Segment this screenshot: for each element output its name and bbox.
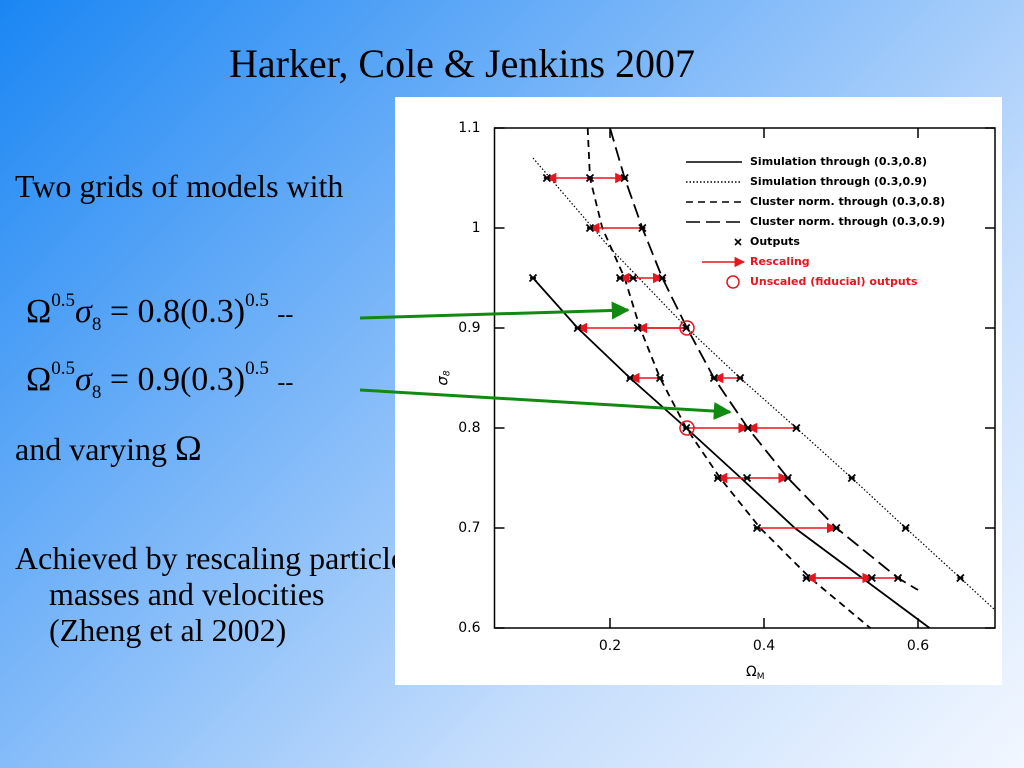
eq-symbol: Ω (174, 428, 202, 468)
output-marker (638, 223, 647, 233)
legend-swatch (734, 238, 742, 246)
output-marker (743, 423, 752, 433)
eq-symbol: σ (75, 293, 92, 330)
x-axis-label: ΩM (746, 664, 764, 682)
y-tick-label: 1 (472, 220, 481, 236)
y-tick-label: 0.8 (458, 420, 480, 436)
x-tick-label: 0.4 (753, 638, 775, 654)
legend-label: Rescaling (750, 255, 810, 268)
output-marker (792, 423, 801, 433)
eq-exponent: 0.5 (245, 358, 269, 379)
output-marker (682, 423, 691, 433)
output-marker (628, 273, 638, 283)
fiducial-marker (679, 420, 695, 436)
bullet: Achieved by rescaling particle masses an… (15, 540, 406, 648)
output-marker (625, 373, 635, 383)
output-marker (573, 323, 582, 333)
legend-label: Outputs (750, 235, 800, 248)
eq-subscript: 8 (91, 382, 102, 403)
eq-symbol: Ω (26, 361, 52, 398)
legend-label: Unscaled (fiducial) outputs (750, 275, 918, 288)
output-marker (633, 323, 642, 333)
x-tick-label: 0.6 (907, 638, 929, 654)
bullet: Two grids of models with (15, 168, 344, 204)
output-marker (658, 273, 667, 283)
y-axis-label: σ8 (433, 370, 452, 386)
output-marker (655, 373, 665, 383)
y-axis-symbol: σ (433, 376, 451, 386)
y-axis-subscript: 8 (442, 370, 452, 376)
y-tick-label: 0.6 (458, 620, 480, 636)
eq-exponent: 0.5 (51, 358, 76, 379)
y-tick-label: 0.7 (458, 520, 480, 536)
eq-rhs: = 0.8(0.3) (109, 293, 246, 330)
pointer-arrow (359, 301, 630, 320)
legend-swatch (726, 275, 740, 289)
output-marker (867, 573, 876, 583)
output-marker (713, 473, 722, 483)
eq-symbol: σ (75, 361, 92, 398)
pointer-arrow (359, 388, 732, 421)
output-marker (893, 573, 903, 583)
output-marker (682, 323, 691, 333)
figure-background (395, 97, 1002, 685)
output-marker (615, 273, 625, 283)
eq-subscript: 8 (91, 314, 102, 335)
output-marker (709, 373, 719, 383)
output-marker (847, 473, 856, 483)
x-tick-label: 0.2 (599, 638, 621, 654)
eq-rhs: = 0.9(0.3) (109, 361, 246, 398)
x-axis-subscript: M (757, 672, 765, 682)
series-line (586, 128, 871, 628)
output-marker (735, 373, 745, 383)
equation: Ω0.5σ8 = 0.8(0.3)0.5 -- (26, 290, 293, 336)
eq-exponent: 0.5 (51, 290, 76, 311)
output-marker (832, 523, 841, 533)
output-marker (752, 523, 762, 533)
eq-tail: -- (277, 370, 294, 396)
bullet: and varying Ω (15, 430, 419, 467)
output-marker (620, 173, 629, 183)
output-marker (802, 573, 811, 583)
slide-title: Harker, Cole & Jenkins 2007 (228, 41, 696, 86)
legend-label: Cluster norm. through (0.3,0.9) (750, 215, 945, 228)
x-axis-symbol: Ω (746, 664, 757, 680)
legend-label: Simulation through (0.3,0.9) (750, 175, 927, 188)
fiducial-marker (679, 320, 695, 336)
legend-label: Cluster norm. through (0.3,0.8) (750, 195, 945, 208)
legend-label: Simulation through (0.3,0.8) (750, 155, 927, 168)
equation: Ω0.5σ8 = 0.9(0.3)0.5 -- (26, 358, 293, 404)
bullet-text: and varying (15, 431, 167, 467)
output-marker (956, 573, 965, 583)
eq-exponent: 0.5 (245, 290, 269, 311)
eq-symbol: Ω (26, 293, 52, 330)
output-marker (528, 273, 538, 283)
output-marker (783, 473, 793, 483)
eq-tail: -- (277, 302, 294, 328)
output-marker (585, 173, 595, 183)
output-marker (901, 523, 910, 533)
output-marker (742, 473, 752, 483)
y-tick-label: 0.9 (458, 320, 480, 336)
output-marker (542, 173, 551, 183)
output-marker (585, 223, 595, 233)
y-tick-label: 1.1 (458, 120, 480, 136)
plot-frame (493, 127, 996, 629)
